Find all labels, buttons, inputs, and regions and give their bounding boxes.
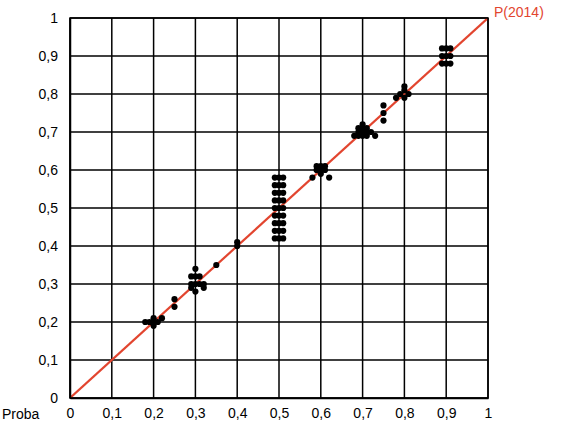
point [380, 102, 386, 108]
point [192, 266, 198, 272]
grid-line-y [70, 359, 488, 361]
point [280, 182, 286, 188]
point [171, 304, 177, 310]
tick-label: 0,8 [39, 86, 59, 102]
tick: 0,3 [186, 398, 206, 421]
tick: 0,6 [39, 162, 70, 178]
grid [70, 18, 488, 398]
line [70, 18, 488, 398]
tick: 0,2 [39, 314, 70, 330]
point [151, 315, 157, 321]
tick-label: 0,9 [437, 405, 457, 421]
point [380, 118, 386, 124]
point [326, 175, 332, 181]
point [322, 163, 328, 169]
tick: 0 [50, 390, 70, 406]
tick: 1 [50, 10, 70, 26]
point [318, 171, 324, 177]
series-label: P(2014) [494, 4, 544, 20]
tick-label: 0,5 [270, 405, 290, 421]
point [364, 133, 370, 139]
tick-label: 0,6 [312, 405, 332, 421]
point [447, 45, 453, 51]
tick: 0,4 [228, 398, 248, 421]
tick-label: 0,7 [39, 124, 59, 140]
tick-label: 0,4 [39, 238, 59, 254]
point [309, 175, 315, 181]
tick-label: 0,1 [39, 352, 59, 368]
point [380, 110, 386, 116]
point [280, 220, 286, 226]
point [159, 315, 165, 321]
point [280, 235, 286, 241]
point [171, 296, 177, 302]
point [151, 323, 157, 329]
tick-label: 0,2 [39, 314, 59, 330]
marks [70, 18, 488, 398]
grid-line-y [70, 55, 488, 57]
tick: 0,4 [39, 238, 70, 254]
tick-label: 0 [50, 390, 58, 406]
tick: 0,8 [395, 398, 415, 421]
grid-line-y [70, 245, 488, 247]
point [280, 190, 286, 196]
tick: 0,3 [39, 276, 70, 292]
tick: 0,9 [39, 48, 70, 64]
tick: 0,8 [39, 86, 70, 102]
tick-label: 0,7 [353, 405, 373, 421]
grid-line-y [70, 131, 488, 133]
frame [70, 18, 488, 398]
point [192, 289, 198, 295]
tick: 0,9 [437, 398, 457, 421]
point [393, 95, 399, 101]
grid-line-y [70, 93, 488, 95]
tick: 0,5 [270, 398, 290, 421]
point [372, 133, 378, 139]
tick: 0 [67, 398, 75, 421]
tick: 0,7 [39, 124, 70, 140]
tick-label: 0,5 [39, 200, 59, 216]
tick-label: 0,3 [186, 405, 206, 421]
point [142, 319, 148, 325]
point [280, 197, 286, 203]
tick: 1 [485, 398, 493, 421]
tick: 0,5 [39, 200, 70, 216]
tick-label: 0,6 [39, 162, 59, 178]
tick: 0,7 [353, 398, 373, 421]
point [401, 83, 407, 89]
x-axis: 0 0,1 0,2 0,3 0,4 0,5 0,6 0,7 0,8 0,9 1 [67, 398, 493, 421]
tick: 0,1 [39, 352, 70, 368]
point [201, 285, 207, 291]
tick: 0,2 [144, 398, 164, 421]
grid-line-y [70, 169, 488, 171]
point [280, 205, 286, 211]
point [234, 239, 240, 245]
tick-label: 0,4 [228, 405, 248, 421]
point [280, 175, 286, 181]
point [280, 228, 286, 234]
y-axis: 0 0,1 0,2 0,3 0,4 0,5 0,6 0,7 0,8 0,9 1 [39, 10, 71, 406]
tick-label: 1 [50, 10, 58, 26]
point [447, 61, 453, 67]
point [405, 91, 411, 97]
x-axis-label: Proba [2, 406, 40, 422]
point [196, 273, 202, 279]
point [213, 262, 219, 268]
tick-label: 0,1 [103, 405, 123, 421]
tick-label: 0,2 [144, 405, 164, 421]
tick-label: 0,8 [395, 405, 415, 421]
point [447, 53, 453, 59]
point [360, 121, 366, 127]
grid-line-y [70, 321, 488, 323]
grid-line-y [70, 283, 488, 285]
tick-label: 0 [67, 405, 75, 421]
chart: 00,10,20,30,40,50,60,70,80,9100,10,20,30… [0, 0, 563, 432]
point [280, 213, 286, 219]
tick: 0,1 [103, 398, 123, 421]
tick-label: 0,9 [39, 48, 59, 64]
tick-label: 1 [485, 405, 493, 421]
tick-label: 0,3 [39, 276, 59, 292]
plot: 00,10,20,30,40,50,60,70,80,9100,10,20,30… [39, 10, 493, 421]
tick: 0,6 [312, 398, 332, 421]
